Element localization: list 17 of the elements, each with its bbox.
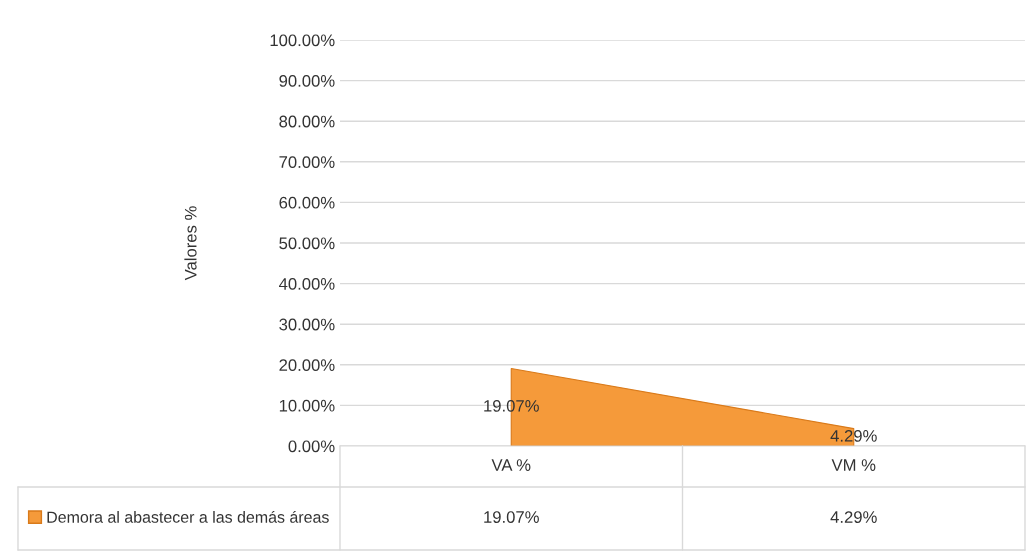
y-tick-label: 70.00% xyxy=(279,156,335,168)
y-tick-label: 80.00% xyxy=(279,115,335,128)
data-label: 4.29% xyxy=(830,511,877,523)
legend-label: Demora al abastecer a las demás áreas xyxy=(47,510,329,523)
y-axis-title: Valores % xyxy=(184,206,197,281)
y-tick-label: 20.00% xyxy=(279,359,335,371)
y-tick-label: 60.00% xyxy=(279,196,335,209)
y-tick-label: 30.00% xyxy=(279,318,335,331)
y-tick-label: 10.00% xyxy=(279,399,335,412)
y-tick-label: 50.00% xyxy=(279,237,335,250)
x-tick-label: VM % xyxy=(831,459,876,471)
y-tick-label: 100.00% xyxy=(270,34,335,47)
x-tick-label: VA % xyxy=(491,459,531,471)
y-tick-label: 90.00% xyxy=(279,75,335,87)
y-tick-label: 0.00% xyxy=(288,440,335,453)
y-tick-label: 40.00% xyxy=(279,278,335,290)
data-label: 19.07% xyxy=(484,511,539,523)
